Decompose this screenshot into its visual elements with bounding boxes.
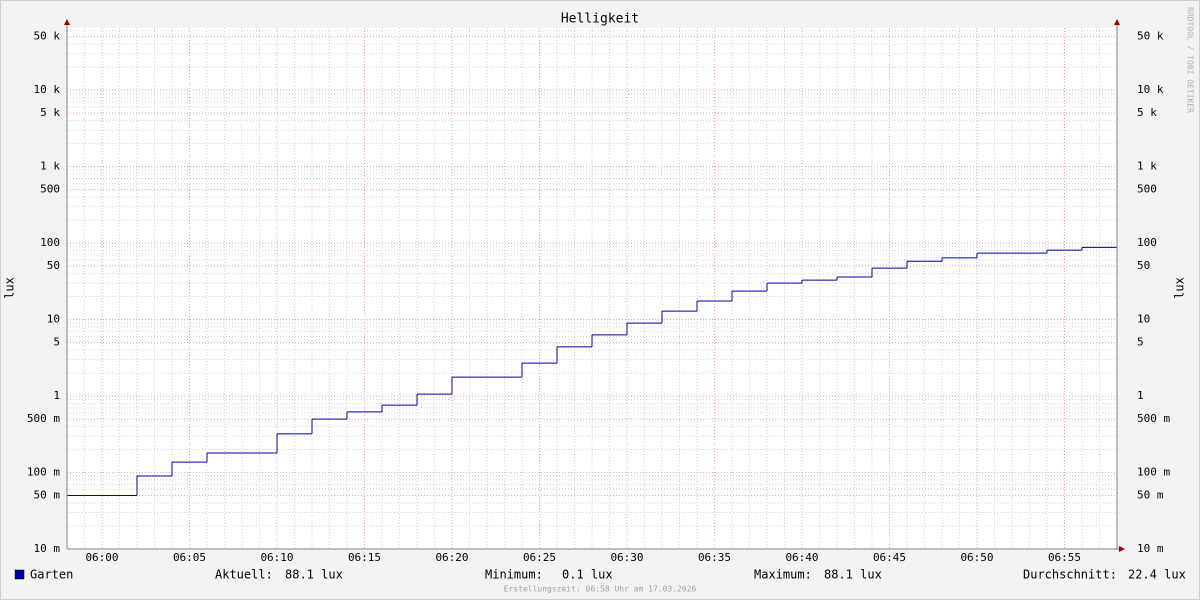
stat-label: Durchschnitt: <box>1023 568 1117 582</box>
y-tick-label-right: 500 m <box>1137 412 1170 425</box>
y-tick-label-right: 100 m <box>1137 466 1170 479</box>
chart-title: Helligkeit <box>561 12 639 27</box>
legend-label: Garten <box>30 568 73 582</box>
y-tick-label-right: 1 k <box>1137 160 1157 173</box>
x-tick-label: 06:40 <box>785 551 818 564</box>
x-tick-label: 06:50 <box>960 551 993 564</box>
grid <box>66 28 1118 550</box>
y-tick-label: 10 <box>47 313 60 326</box>
y-tick-label-right: 500 <box>1137 183 1157 196</box>
y-tick-label-right: 1 <box>1137 389 1144 402</box>
y-axis-label: lux <box>3 277 17 299</box>
y-tick-label: 1 <box>53 389 60 402</box>
y-tick-label: 50 <box>47 259 60 272</box>
y-tick-label-right: 5 <box>1137 336 1144 349</box>
x-tick-label: 06:20 <box>435 551 468 564</box>
y-tick-label: 100 <box>40 236 60 249</box>
x-tick-label: 06:10 <box>260 551 293 564</box>
y-tick-label: 100 m <box>27 466 60 479</box>
plot-area <box>67 28 1117 549</box>
stat-label: Aktuell: <box>215 568 273 582</box>
stat-value: 88.1 lux <box>824 568 882 582</box>
y-tick-label: 50 m <box>34 489 61 502</box>
x-tick-label: 06:35 <box>698 551 731 564</box>
watermark: RRDTOOL / TOBI OETIKER <box>1186 7 1195 113</box>
axis-arrow <box>1114 19 1120 25</box>
x-tick-label: 06:15 <box>348 551 381 564</box>
y-tick-label: 500 m <box>27 412 60 425</box>
y-tick-label: 5 <box>53 336 60 349</box>
x-tick-label: 06:25 <box>523 551 556 564</box>
y-tick-label: 5 k <box>40 106 60 119</box>
stat-value: 22.4 lux <box>1128 568 1186 582</box>
x-tick-label: 06:30 <box>610 551 643 564</box>
stat-label: Maximum: <box>754 568 812 582</box>
stat-value: 88.1 lux <box>285 568 343 582</box>
footer: Erstellungszeit: 06:58 Uhr am 17.03.2026 <box>504 585 697 594</box>
y-tick-label-right: 10 m <box>1137 542 1164 555</box>
stat-label: Minimum: <box>485 568 543 582</box>
x-tick-label: 06:05 <box>173 551 206 564</box>
marks <box>67 246 1117 497</box>
axis-arrow <box>1119 546 1125 552</box>
y-tick-label-right: 10 k <box>1137 83 1164 96</box>
y-tick-label-right: 100 <box>1137 236 1157 249</box>
y-tick-label: 10 k <box>34 83 61 96</box>
y-tick-label-right: 50 k <box>1137 30 1164 43</box>
y-tick-label: 1 k <box>40 160 60 173</box>
x-tick-label: 06:45 <box>873 551 906 564</box>
y-tick-label-right: 50 <box>1137 259 1150 272</box>
y-tick-label: 10 m <box>34 542 61 555</box>
y-tick-label-right: 5 k <box>1137 106 1157 119</box>
y-tick-label: 50 k <box>34 30 61 43</box>
y-tick-label: 500 <box>40 183 60 196</box>
y-axis-label-right: lux <box>1173 277 1187 299</box>
x-tick-label: 06:55 <box>1048 551 1081 564</box>
legend-swatch <box>14 569 25 580</box>
axis-arrow <box>64 19 70 25</box>
y-tick-label-right: 10 <box>1137 313 1150 326</box>
y-tick-label-right: 50 m <box>1137 489 1164 502</box>
x-tick-label: 06:00 <box>85 551 118 564</box>
stat-value: 0.1 lux <box>562 568 613 582</box>
